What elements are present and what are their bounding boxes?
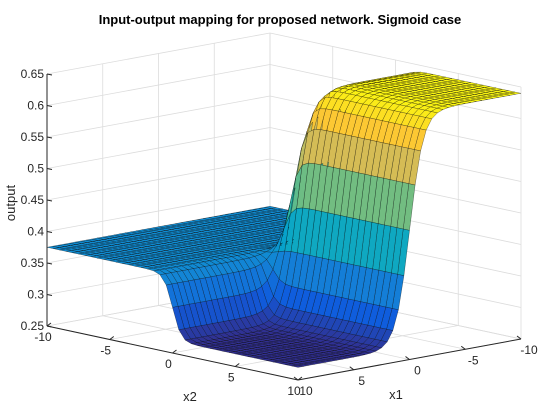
x2-axis-label: x2 xyxy=(183,389,197,404)
z-tick-label: 0.3 xyxy=(27,288,44,302)
x1-tick-label: 0 xyxy=(414,364,421,378)
x2-tick-label: 5 xyxy=(228,371,235,385)
z-tick-mark xyxy=(46,262,53,265)
tick-labels: 0.25 0.3 0.35 0.4 0.45 0.5 0.55 0.6 0.65 -10 -5 0 5 1… xyxy=(21,67,538,398)
x1-tick-label: -5 xyxy=(468,353,479,367)
x2-tick-label: -10 xyxy=(34,330,52,344)
z-tick-label: 0.5 xyxy=(27,162,44,176)
z-tick-label: 0.45 xyxy=(21,193,45,207)
z-axis-label: output xyxy=(3,185,18,222)
z-tick-mark xyxy=(46,231,53,233)
x2-tick-mark xyxy=(172,349,177,354)
x1-tick-mark xyxy=(349,366,355,371)
z-tick-label: 0.6 xyxy=(27,99,44,113)
z-tick-mark xyxy=(46,105,53,107)
chart-title: Input-output mapping for proposed networ… xyxy=(99,12,462,27)
x2-tick-label: 0 xyxy=(165,357,172,371)
z-tick-mark xyxy=(46,325,53,328)
x1-tick-label: -10 xyxy=(520,343,538,357)
z-tick-label: 0.65 xyxy=(21,67,45,81)
x2-tick-mark xyxy=(297,376,303,381)
z-tick-label: 0.4 xyxy=(27,225,44,239)
x2-tick-mark xyxy=(234,363,240,367)
z-tick-mark xyxy=(46,199,53,202)
x1-tick-mark xyxy=(516,335,522,340)
x2-tick-label: -5 xyxy=(100,344,111,358)
x2-tick-label: 10 xyxy=(287,384,301,398)
z-tick-label: 0.55 xyxy=(21,130,45,144)
x1-tick-mark xyxy=(405,356,410,360)
surface-mesh xyxy=(46,71,522,368)
x2-tick-mark xyxy=(46,322,52,327)
x1-tick-mark xyxy=(293,376,299,381)
z-tick-label: 0.35 xyxy=(21,256,45,270)
axes-layer xyxy=(46,73,522,381)
x2-tick-mark xyxy=(109,336,115,340)
z-tick-label: 0.25 xyxy=(21,319,45,333)
z-tick-mark xyxy=(46,294,53,296)
x1-tick-label: 5 xyxy=(358,374,365,388)
z-tick-mark xyxy=(46,73,53,76)
surface-patch xyxy=(46,246,59,249)
z-tick-mark xyxy=(46,168,53,170)
z-tick-mark xyxy=(46,136,53,139)
x1-tick-mark xyxy=(460,345,466,350)
x1-tick-label: 10 xyxy=(299,384,313,398)
x1-axis-label: x1 xyxy=(389,387,403,402)
